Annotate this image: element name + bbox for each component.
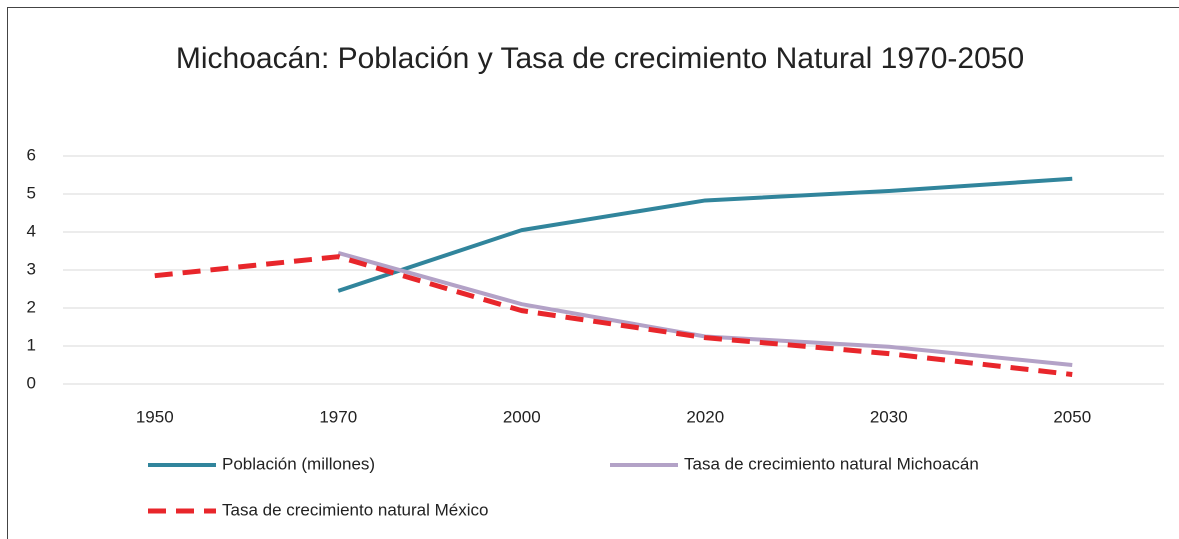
series-line: [337, 176, 1073, 293]
y-tick-label: 6: [27, 145, 36, 164]
y-tick-label: 1: [27, 335, 36, 354]
y-tick-label: 3: [27, 259, 36, 278]
y-tick-label: 5: [27, 183, 36, 202]
legend-label: Tasa de crecimiento natural México: [222, 500, 488, 519]
x-tick-label: 1950: [136, 407, 174, 426]
series-line: [154, 254, 1073, 377]
frame: [7, 7, 1179, 539]
y-tick-label: 0: [27, 373, 36, 392]
x-tick-label: 2000: [503, 407, 541, 426]
y-tick-label: 2: [27, 297, 36, 316]
chart-title: Michoacán: Población y Tasa de crecimien…: [175, 42, 1025, 75]
x-tick-label: 2020: [686, 407, 724, 426]
x-tick-label: 2050: [1053, 407, 1091, 426]
legend-label: Población (millones): [222, 454, 375, 473]
x-tick-label: 2030: [870, 407, 908, 426]
legend-label: Tasa de crecimiento natural Michoacán: [684, 454, 979, 473]
y-tick-label: 4: [27, 221, 36, 240]
x-tick-label: 1970: [319, 407, 357, 426]
